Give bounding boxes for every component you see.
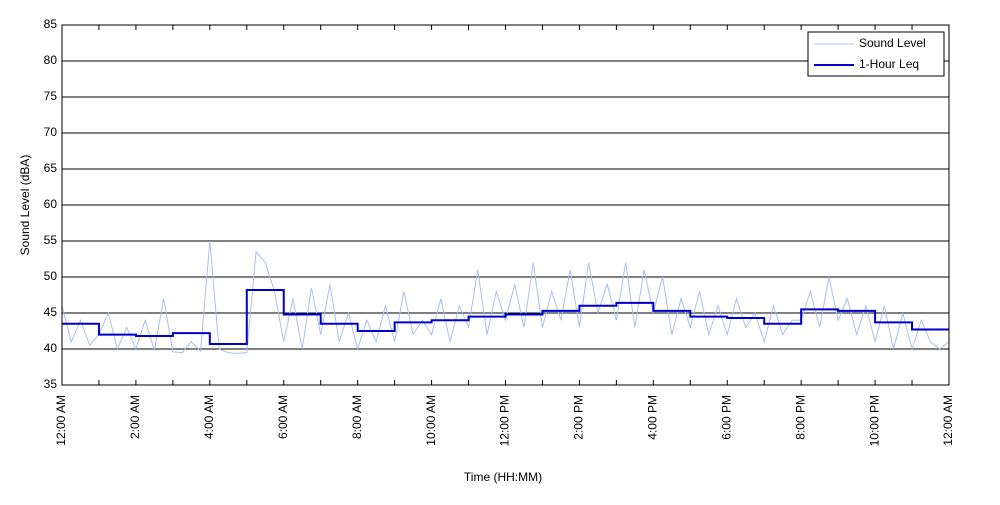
- x-tick-label: 6:00 AM: [276, 395, 290, 439]
- x-tick-label: 4:00 AM: [202, 395, 216, 439]
- x-tick-label: 10:00 AM: [424, 395, 438, 446]
- y-tick-label: 80: [44, 53, 58, 67]
- y-tick-label: 55: [44, 233, 58, 247]
- legend-box: [807, 31, 945, 77]
- y-tick-label: 65: [44, 161, 58, 175]
- x-tick-label: 8:00 PM: [793, 395, 807, 440]
- y-tick-label: 60: [44, 197, 58, 211]
- x-tick-label: 12:00 AM: [54, 395, 68, 446]
- x-tick-label: 8:00 AM: [350, 395, 364, 439]
- y-tick-label: 50: [44, 269, 58, 283]
- legend-label: 1-Hour Leq: [859, 57, 919, 71]
- x-tick-label: 2:00 AM: [128, 395, 142, 439]
- x-tick-label: 6:00 PM: [719, 395, 733, 440]
- x-tick-label: 10:00 PM: [867, 395, 881, 446]
- plot-frame: [61, 24, 950, 386]
- x-tick-label: 12:00 AM: [941, 395, 955, 446]
- y-tick-label: 45: [44, 305, 58, 319]
- y-axis-label: Sound Level (dBA): [18, 155, 32, 256]
- x-tick-label: 4:00 PM: [646, 395, 660, 440]
- series-line: [62, 288, 949, 345]
- legend-label: Sound Level: [859, 36, 926, 50]
- x-axis-label: Time (HH:MM): [464, 470, 542, 484]
- y-tick-label: 75: [44, 89, 58, 103]
- x-tick-label: 2:00 PM: [572, 395, 586, 440]
- y-tick-label: 35: [44, 377, 58, 391]
- x-tick-label: 12:00 PM: [498, 395, 512, 446]
- y-tick-label: 85: [44, 17, 58, 31]
- y-tick-label: 40: [44, 341, 58, 355]
- y-tick-label: 70: [44, 125, 58, 139]
